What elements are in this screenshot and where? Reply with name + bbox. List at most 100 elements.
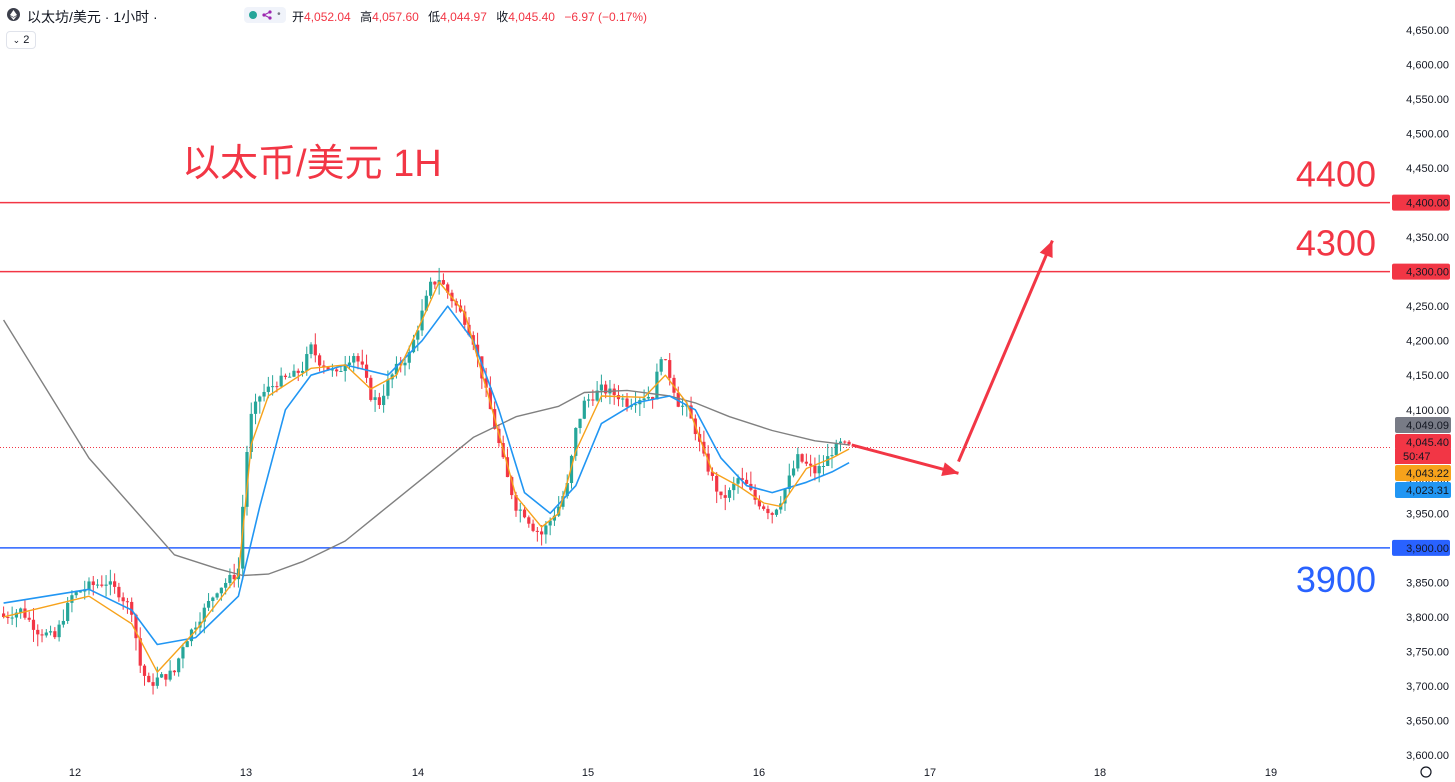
candle-body [774,509,779,515]
candle-body [14,612,19,618]
candle-body [326,367,330,370]
candle-body [134,614,138,639]
chart-title: 以太币/美元 1H [182,143,442,185]
candle-body [651,396,655,400]
candle-body [296,370,300,373]
candle-body [117,586,121,598]
candle-body [44,632,48,636]
candle-body [783,489,787,504]
candle-body [155,677,159,686]
candle-body [258,396,262,402]
y-tick-label: 4,450.00 [1406,163,1449,175]
candle-body [159,674,164,678]
candle-body [66,602,70,621]
arrowhead-icon [1039,240,1053,259]
candle-body [300,370,305,373]
candle-body [847,441,851,445]
candle-body [224,582,228,588]
candle-body [736,478,740,484]
candle-body [232,575,236,580]
close-label: 收 [496,10,509,24]
candle-body [689,405,693,419]
candle-body [194,627,198,630]
candle-body [531,523,535,531]
candle-body [104,584,108,586]
candle-body [31,619,36,630]
level-label-4300: 4300 [1296,223,1376,264]
x-tick-label: 15 [582,767,594,779]
candle-body [202,607,206,622]
candle-body [753,489,757,500]
candle-body [279,375,283,387]
collapse-indicators-button[interactable]: ⌄ 2 [6,31,36,49]
candle-body [433,281,437,285]
candle-body [544,525,548,535]
candle-body [394,363,399,375]
candle-body [540,531,544,535]
candle-body [599,384,603,391]
candle-body [595,390,599,401]
candle-body [804,461,808,464]
time-axis[interactable]: 12 13 14 15 16 17 18 19 [69,766,1432,779]
candle-body [164,674,168,680]
candle-body [10,617,14,619]
symbol-title[interactable]: 以太坊/美元 · 1小时 · [27,9,158,25]
price-axis[interactable]: 4,650.00 4,600.00 4,550.00 4,500.00 4,450.00… [1406,25,1449,762]
candle-body [74,592,78,596]
high-value: 4,057.60 [372,10,419,24]
y-tick-label: 3,950.00 [1406,508,1449,520]
candle-body [330,369,334,371]
candle-body [108,581,112,585]
candle-body [339,371,343,373]
x-tick-label: 16 [753,767,765,779]
ma-slow-line [3,319,850,577]
candle-body [838,441,843,444]
candle-body [552,515,557,521]
y-tick-label: 4,600.00 [1406,60,1449,72]
candle-body [535,530,539,532]
y-tick-label: 4,350.00 [1406,232,1449,244]
high-label: 高 [360,10,373,24]
x-tick-label: 12 [69,767,81,779]
projection-arrows [851,240,1054,476]
y-tick-label: 4,650.00 [1406,25,1449,37]
indicator-status[interactable]: • [244,7,286,23]
y-tick-label: 4,150.00 [1406,370,1449,382]
candle-body [57,624,61,638]
candle-body [130,601,134,615]
candle-body [403,362,407,366]
candle-body [416,330,420,340]
candle-body [356,356,360,362]
settings-icon[interactable] [1420,766,1432,778]
candle-body [23,608,27,618]
candle-body [710,471,715,476]
share-icon [262,10,272,20]
candle-body [181,647,185,659]
candle-body [813,465,817,474]
low-label: 低 [428,10,441,24]
ethereum-icon [7,8,20,21]
candle-body [185,641,189,648]
candle-body [484,378,488,388]
candle-body [245,452,249,507]
candle-body [817,466,821,474]
candle-body [642,398,646,401]
change-value: −6.97 (−0.17%) [564,10,648,24]
indicator-count: 2 [23,34,30,46]
candle-body [253,401,258,414]
level-tag-3900 [1392,539,1450,556]
low-value: 4,044.97 [440,10,487,24]
candle-body [78,591,83,593]
candle-body [407,352,411,363]
candle-body [364,364,369,378]
ma-fast-line [3,281,850,673]
candle-body [646,396,650,399]
candle-body [48,631,53,633]
x-tick-label: 14 [412,767,424,779]
candle-body [352,356,356,363]
candle-body [53,631,57,638]
candle-body [740,478,744,480]
projection-arrow-2 [957,240,1054,463]
candle-body [791,468,796,476]
